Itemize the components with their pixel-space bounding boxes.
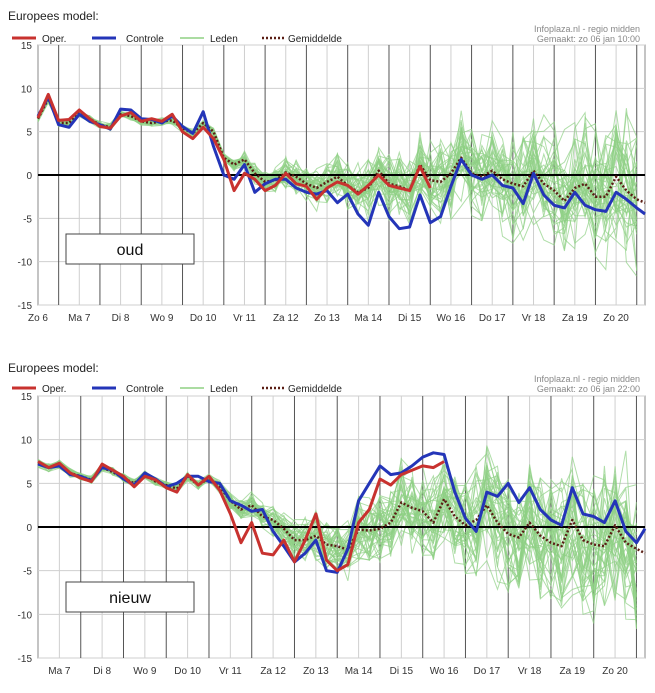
controle-line [36,95,646,231]
x-tick-label: Zo 13 [314,313,340,324]
legend-oper-label: Oper. [42,34,66,45]
annotation-box [65,233,195,265]
legend-controle-label: Controle [126,384,164,395]
x-tick-label: Vr 18 [522,313,546,324]
x-tick-label: Do 17 [473,666,500,677]
y-tick-label: -10 [18,610,33,621]
x-tick-label: Wo 16 [437,313,466,324]
y-tick-label: -5 [23,567,32,578]
y-tick-label: 15 [21,392,33,403]
source-label: Infoplaza.nl - regio midden [534,24,640,34]
y-tick-label: -15 [18,654,33,665]
y-tick-label: 15 [21,41,33,52]
y-tick-label: 0 [26,171,32,182]
source-label: Infoplaza.nl - regio midden [534,374,640,384]
x-tick-label: Ma 7 [68,313,91,324]
model-label: Europees model: [8,9,99,23]
x-tick-label: Za 19 [562,313,588,324]
x-tick-label: Do 10 [174,666,201,677]
legend-gemiddelde-label: Gemiddelde [288,384,342,395]
panel-divider [0,345,655,352]
x-tick-label: Zo 20 [603,313,629,324]
made-label: Gemaakt: zo 06 jan 10:00 [537,34,640,44]
y-tick-label: 10 [21,436,33,447]
x-tick-label: Di 8 [112,313,130,324]
chart-panel-nieuw: Europees model: Infoplaza.nl - regio mid… [0,352,655,693]
x-tick-label: Wo 16 [430,666,459,677]
x-tick-label: Vr 11 [219,666,242,677]
legend-oper-label: Oper. [42,384,66,395]
chart-panel-oud: Europees model: Infoplaza.nl - regio mid… [0,0,655,345]
legend-controle-label: Controle [126,34,164,45]
annotation-box [65,581,195,613]
x-tick-label: Di 15 [390,666,414,677]
x-tick-label: Wo 9 [150,313,174,324]
x-tick-label: Vr 18 [518,666,542,677]
y-tick-label: 5 [26,479,32,490]
y-tick-label: 10 [21,84,33,95]
y-tick-label: -5 [23,214,32,225]
x-tick-label: Di 8 [93,666,111,677]
legend-leden-label: Leden [210,384,238,395]
x-tick-label: Di 15 [398,313,422,324]
annotation-label: nieuw [109,590,151,607]
x-tick-label: Ma 7 [48,666,71,677]
x-tick-label: Vr 11 [233,313,256,324]
x-tick-label: Do 17 [479,313,506,324]
x-tick-label: Zo 20 [602,666,628,677]
y-tick-label: -15 [18,301,33,312]
x-tick-label: Do 10 [190,313,217,324]
model-label: Europees model: [8,361,99,375]
x-tick-label: Zo 6 [28,313,48,324]
legend: Oper. Controle Leden Gemiddelde [12,34,342,45]
x-tick-label: Ma 14 [345,666,373,677]
x-tick-label: Zo 13 [303,666,329,677]
x-tick-label: Wo 9 [133,666,157,677]
ensemble-chart-nieuw: Europees model: Infoplaza.nl - regio mid… [8,361,647,677]
made-label: Gemaakt: zo 06 jan 22:00 [537,384,640,394]
annotation-label: oud [117,242,144,259]
legend: Oper. Controle Leden Gemiddelde [12,384,342,395]
ensemble-member-line [37,100,638,226]
y-tick-label: 5 [26,128,32,139]
y-tick-label: 0 [26,523,32,534]
y-tick-label: -10 [18,258,33,269]
oper-line [36,92,432,201]
ensemble-member-line [37,462,637,606]
x-tick-label: Za 19 [560,666,586,677]
ensemble-chart-oud: Europees model: Infoplaza.nl - regio mid… [8,9,646,324]
x-tick-label: Za 12 [273,313,299,324]
legend-gemiddelde-label: Gemiddelde [288,34,342,45]
legend-leden-label: Leden [210,34,238,45]
x-tick-label: Ma 14 [354,313,382,324]
controle-line [37,451,647,574]
x-tick-label: Za 12 [260,666,286,677]
oper-line [37,460,445,573]
